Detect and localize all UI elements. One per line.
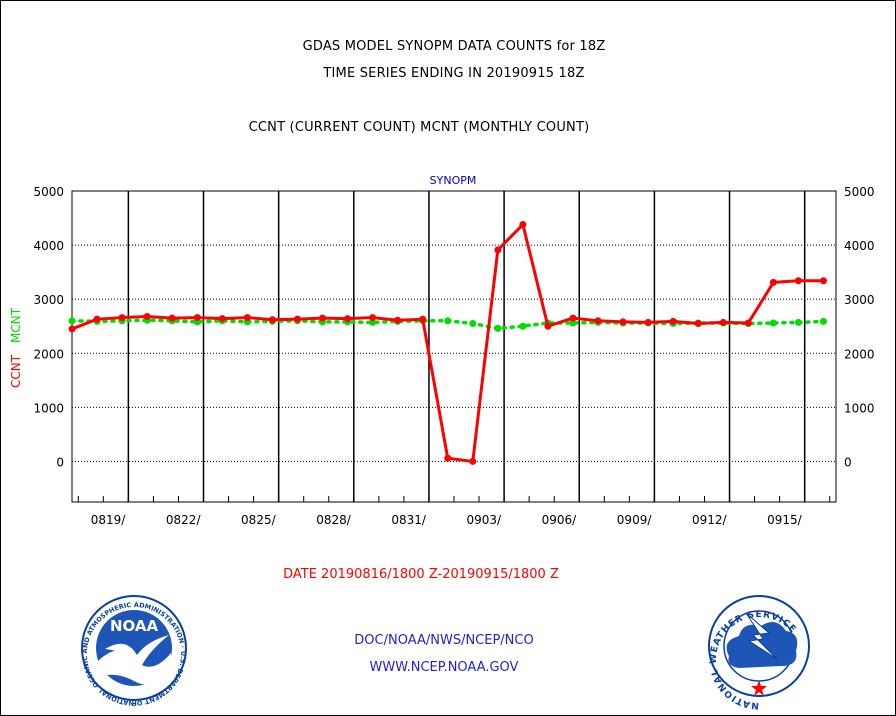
data-point-ccnt [268, 316, 276, 324]
data-point-ccnt [344, 315, 352, 323]
nws-logo: NATIONAL WEATHER SERVICE [708, 595, 810, 710]
data-point-ccnt [293, 315, 301, 323]
y-tick-label-right: 2000 [844, 347, 875, 361]
y-tick-label-right: 5000 [844, 185, 875, 199]
date-range-label: DATE 20190816/1800 Z-20190915/1800 Z [283, 567, 559, 582]
data-point-ccnt [794, 277, 802, 285]
y-axis-label-ccnt: CCNT [9, 354, 23, 388]
y-tick-label-right: 0 [844, 455, 852, 469]
x-tick-label: 0831/ [391, 513, 427, 527]
data-point-ccnt [719, 318, 727, 326]
y-tick-label-left: 1000 [33, 401, 64, 415]
y-tick-label-left: 2000 [33, 347, 64, 361]
plot-title: SYNOPM [430, 174, 477, 187]
y-tick-label-left: 0 [56, 455, 64, 469]
noaa-logo: NOAA NATIONAL OCEANIC AND ATMOSPHERIC AD… [1, 1, 187, 707]
data-point-ccnt [419, 315, 427, 323]
x-tick-label: 0903/ [467, 513, 503, 527]
data-point-mcnt [469, 320, 477, 328]
data-point-ccnt [619, 318, 627, 326]
series-line-ccnt [71, 223, 824, 463]
y-tick-label-left: 3000 [33, 293, 64, 307]
data-point-ccnt [118, 314, 126, 322]
data-point-ccnt [469, 457, 477, 465]
data-point-ccnt [494, 246, 502, 254]
data-point-ccnt [318, 314, 326, 322]
data-point-mcnt [794, 318, 802, 326]
data-point-ccnt [669, 317, 677, 325]
data-point-ccnt [694, 320, 702, 328]
data-point-ccnt [769, 278, 777, 286]
data-point-mcnt [569, 319, 577, 327]
data-point-ccnt [243, 314, 251, 322]
data-point-mcnt [444, 317, 452, 325]
data-point-ccnt [444, 454, 452, 462]
data-point-ccnt [519, 221, 527, 229]
noaa-ring-text: NATIONAL OCEANIC AND ATMOSPHERIC ADMINIS… [1, 1, 187, 707]
data-point-ccnt [644, 318, 652, 326]
y-tick-label-right: 3000 [844, 293, 875, 307]
y-axis-label-mcnt: MCNT [9, 307, 23, 343]
data-point-ccnt [744, 319, 752, 327]
data-point-mcnt [519, 322, 527, 330]
x-tick-label: 0819/ [91, 513, 127, 527]
data-point-ccnt [93, 315, 101, 323]
data-point-ccnt [369, 314, 377, 322]
chart-title-line1: GDAS MODEL SYNOPM DATA COUNTS for 18Z [302, 39, 606, 54]
x-tick-label: 0912/ [692, 513, 728, 527]
chart-title-line2: TIME SERIES ENDING IN 20190915 18Z [323, 66, 585, 81]
data-point-ccnt [143, 312, 151, 320]
data-point-mcnt [819, 317, 827, 325]
data-point-ccnt [569, 314, 577, 322]
data-point-mcnt [769, 319, 777, 327]
data-point-ccnt [218, 315, 226, 323]
data-point-ccnt [819, 277, 827, 285]
plot-frame [71, 190, 837, 503]
data-point-mcnt [369, 318, 377, 326]
x-tick-label: 0822/ [166, 513, 202, 527]
data-point-ccnt [394, 316, 402, 324]
data-point-ccnt [193, 314, 201, 322]
y-tick-label-left: 5000 [33, 185, 64, 199]
x-tick-label: 0906/ [542, 513, 578, 527]
data-point-ccnt [594, 317, 602, 325]
noaa-logo-label: NOAA [110, 617, 159, 635]
y-tick-label-left: 4000 [33, 239, 64, 253]
credit-line1: DOC/NOAA/NWS/NCEP/NCO [354, 633, 534, 648]
data-point-ccnt [168, 314, 176, 322]
data-point-ccnt [68, 325, 76, 333]
x-tick-label: 0828/ [316, 513, 352, 527]
x-tick-label: 0909/ [617, 513, 653, 527]
y-tick-label-right: 4000 [844, 239, 875, 253]
x-tick-label: 0915/ [767, 513, 803, 527]
data-point-ccnt [544, 322, 552, 330]
data-point-mcnt [494, 324, 502, 332]
x-tick-label: 0825/ [241, 513, 277, 527]
chart-subtitle: CCNT (CURRENT COUNT) MCNT (MONTHLY COUNT… [248, 120, 590, 135]
data-point-mcnt [68, 317, 76, 325]
svg-text:NATIONAL OCEANIC AND ATMOSPHER: NATIONAL OCEANIC AND ATMOSPHERIC ADMINIS… [1, 1, 187, 707]
y-tick-label-right: 1000 [844, 401, 875, 415]
credit-line2: WWW.NCEP.NOAA.GOV [369, 660, 519, 675]
